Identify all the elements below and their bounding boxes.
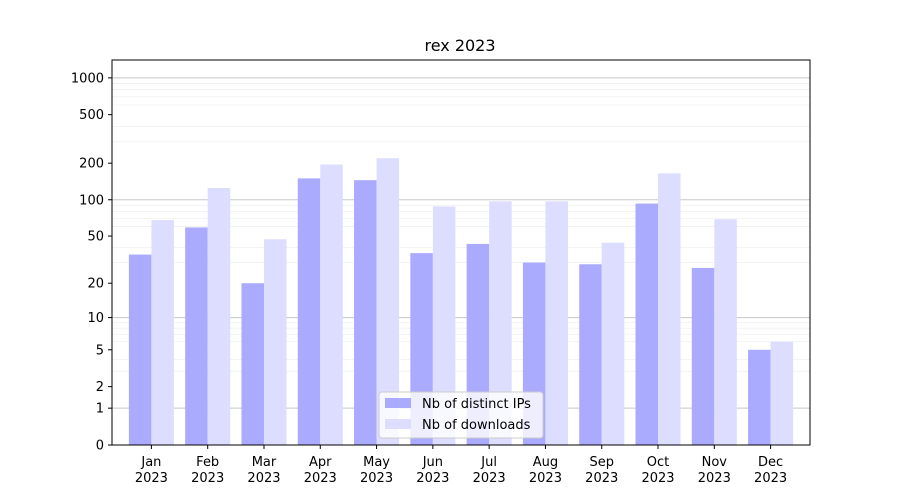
x-tick-label: Aug 2023 xyxy=(529,455,562,486)
legend-label: Nb of distinct IPs xyxy=(422,397,531,412)
bar-distinct-ips xyxy=(579,264,602,445)
y-tick-label: 0 xyxy=(96,439,104,454)
legend-swatch xyxy=(385,419,411,429)
y-tick-label: 500 xyxy=(79,108,104,123)
y-tick-label: 1 xyxy=(96,402,104,417)
bar-downloads xyxy=(714,219,737,445)
bar-downloads xyxy=(151,219,174,445)
bar-distinct-ips xyxy=(354,180,377,446)
x-tick-label: Jul 2023 xyxy=(473,455,506,486)
x-tick-label: Apr 2023 xyxy=(304,455,337,486)
y-tick-label: 100 xyxy=(79,193,104,208)
x-tick-label: Mar 2023 xyxy=(247,455,280,486)
y-tick-label: 50 xyxy=(87,230,104,245)
bar-downloads xyxy=(658,173,681,445)
y-tick-label: 2 xyxy=(96,380,104,395)
y-tick-label: 200 xyxy=(79,157,104,172)
bar-distinct-ips xyxy=(185,227,208,445)
legend-swatch xyxy=(385,398,411,408)
legend-box xyxy=(378,391,544,439)
y-tick-label: 5 xyxy=(96,343,104,358)
y-tick-label: 10 xyxy=(87,311,104,326)
x-tick-label: Oct 2023 xyxy=(641,455,674,486)
bar-downloads xyxy=(770,341,794,445)
y-tick-label: 20 xyxy=(87,277,104,292)
x-tick-label: Sep 2023 xyxy=(585,455,618,486)
bar-downloads xyxy=(376,158,400,445)
x-tick-label: Jun 2023 xyxy=(416,455,449,486)
y-axis: 0 1 2 5 10 20 50 100 200 500 1000 xyxy=(71,71,112,454)
bar-downloads xyxy=(320,164,343,445)
bar-distinct-ips xyxy=(128,254,152,445)
x-tick-label: Nov 2023 xyxy=(698,455,731,486)
bar-downloads xyxy=(263,239,287,445)
legend-label: Nb of downloads xyxy=(422,418,531,433)
bar-downloads xyxy=(489,201,512,445)
y-tick-label: 1000 xyxy=(71,71,104,86)
bar-downloads xyxy=(601,242,625,445)
bar-downloads xyxy=(207,187,231,445)
bar-downloads xyxy=(432,206,456,445)
bar-distinct-ips xyxy=(635,203,659,445)
bar-distinct-ips xyxy=(241,283,264,445)
x-tick-label: Dec 2023 xyxy=(754,455,787,486)
chart-title: rex 2023 xyxy=(424,36,495,55)
legend: Nb of distinct IPs Nb of downloads xyxy=(378,391,544,439)
x-tick-label: Jan 2023 xyxy=(135,455,168,486)
x-axis: Jan 2023 Feb 2023 Mar 2023 Apr 2023 May 2023 Jun 20… xyxy=(135,445,787,486)
x-tick-label: May 2023 xyxy=(360,455,393,486)
plot-frame xyxy=(111,59,811,446)
bar-downloads xyxy=(545,201,568,445)
bar-distinct-ips xyxy=(297,178,321,445)
bar-distinct-ips xyxy=(691,267,715,445)
bar-distinct-ips xyxy=(748,349,771,445)
x-tick-label: Feb 2023 xyxy=(191,455,224,486)
